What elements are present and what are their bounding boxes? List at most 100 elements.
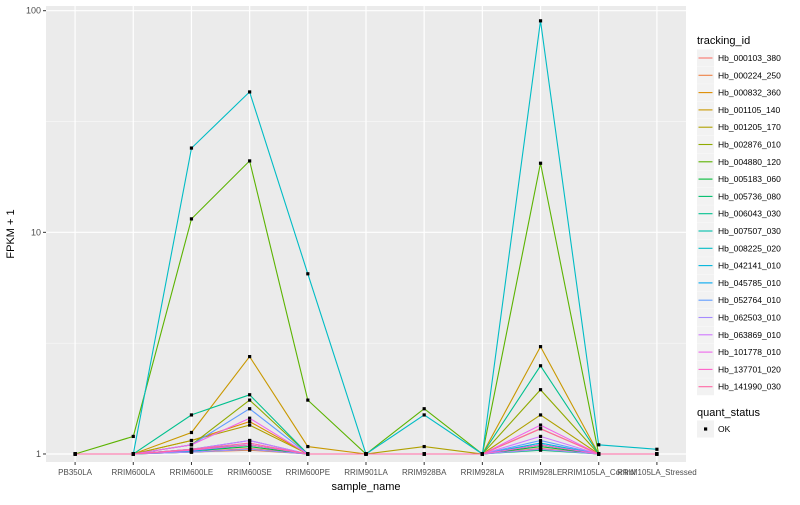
y-tick-label: 1 (36, 449, 41, 459)
legend-label: Hb_005183_060 (718, 174, 781, 184)
legend-label: Hb_001205_170 (718, 122, 781, 132)
data-point (538, 441, 543, 445)
shape-legend: quant_status OK (697, 407, 760, 438)
series-points (73, 19, 659, 456)
legend-label: Hb_063869_010 (718, 330, 781, 340)
data-point (248, 447, 252, 451)
x-tick-label: RRIM901LA (344, 468, 388, 477)
legend-label: Hb_045785_010 (718, 278, 781, 288)
legend-label: Hb_006043_030 (718, 209, 781, 219)
x-axis-ticks: PB350LA RRIM600LA RRIM600LE RRIM600SE RRIM60… (58, 462, 697, 477)
major-gridlines (46, 6, 686, 462)
shape-legend-title: quant_status (697, 407, 760, 419)
data-point (422, 452, 426, 456)
data-point (306, 444, 310, 449)
data-point (189, 443, 194, 447)
legend-label: Hb_062503_010 (718, 313, 781, 323)
data-point (189, 447, 194, 451)
data-point (73, 452, 77, 456)
data-point (306, 452, 310, 456)
data-point (480, 452, 484, 456)
data-point (538, 345, 543, 349)
x-tick-label: RRIM600LA (111, 468, 155, 477)
data-point (248, 393, 252, 397)
data-point (538, 438, 543, 443)
data-point (538, 388, 543, 392)
legend-label: Hb_141990_030 (718, 382, 781, 392)
data-point (248, 159, 252, 163)
data-point (248, 444, 252, 449)
data-point (248, 355, 252, 359)
x-tick-label: RRIM600SE (227, 468, 271, 477)
x-tick-label: RRIM928LA (461, 468, 505, 477)
data-point (422, 413, 426, 417)
data-point (189, 430, 194, 435)
x-tick-label: RRIM105LA_Stressed (617, 468, 697, 477)
legend-label: Hb_000832_360 (718, 88, 781, 98)
legend-label: Hb_005736_080 (718, 191, 781, 201)
data-point (248, 419, 252, 424)
data-point (422, 444, 426, 449)
x-tick-label: RRIM928BA (402, 468, 447, 477)
data-point (189, 438, 194, 443)
y-tick-label: 10 (31, 227, 41, 237)
data-point (422, 407, 426, 411)
data-point (189, 450, 194, 454)
x-tick-label: RRIM600PE (286, 468, 330, 477)
data-point (248, 416, 252, 420)
color-legend-title: tracking_id (697, 35, 750, 47)
data-point (597, 452, 601, 456)
x-tick-label: RRIM105LA_Control (562, 468, 636, 477)
data-point (364, 452, 368, 456)
y-axis-ticks: 1 10 100 (26, 6, 46, 459)
y-axis-title: FPKM + 1 (5, 209, 17, 258)
shape-legend-point (704, 427, 708, 431)
data-point (248, 443, 252, 447)
data-point (538, 447, 543, 451)
data-point (248, 407, 252, 411)
legend-label: Hb_101778_010 (718, 347, 781, 357)
data-point (189, 217, 194, 221)
data-point (538, 161, 543, 165)
data-point (655, 452, 659, 456)
legend-label: Hb_002876_010 (718, 140, 781, 150)
legend-label: Hb_008225_020 (718, 243, 781, 253)
data-point (131, 434, 135, 439)
legend-label: Hb_137701_020 (718, 364, 781, 374)
data-point (538, 444, 543, 449)
data-point (248, 398, 252, 402)
y-tick-label: 100 (26, 6, 41, 16)
legend-label: Hb_007507_030 (718, 226, 781, 236)
data-point (538, 434, 543, 439)
legend-label: Hb_000224_250 (718, 70, 781, 80)
data-point (538, 427, 543, 431)
data-point (538, 423, 543, 427)
data-point (248, 438, 252, 443)
data-point (248, 90, 252, 94)
data-point (538, 19, 543, 23)
data-point (538, 364, 543, 368)
color-legend: tracking_id Hb_000103_380 Hb_000224_250 Hb… (697, 35, 781, 396)
data-point (597, 443, 601, 447)
x-tick-label: RRIM928LE (519, 468, 563, 477)
x-tick-label: PB350LA (58, 468, 92, 477)
legend-label: Hb_004880_120 (718, 157, 781, 167)
data-point (306, 398, 310, 402)
data-point (248, 423, 252, 427)
data-point (189, 413, 194, 417)
legend-label: Hb_001105_140 (718, 105, 781, 115)
legend-label: Hb_000103_380 (718, 53, 781, 63)
x-axis-title: sample_name (331, 481, 400, 493)
data-point (538, 413, 543, 417)
data-point (248, 441, 252, 445)
legend-label: Hb_052764_010 (718, 295, 781, 305)
data-point (131, 452, 135, 456)
data-point (189, 146, 194, 150)
legend-label: Hb_042141_010 (718, 261, 781, 271)
data-point (306, 272, 310, 276)
data-point (655, 447, 659, 451)
shape-legend-label: OK (718, 424, 731, 434)
x-tick-label: RRIM600LE (170, 468, 214, 477)
